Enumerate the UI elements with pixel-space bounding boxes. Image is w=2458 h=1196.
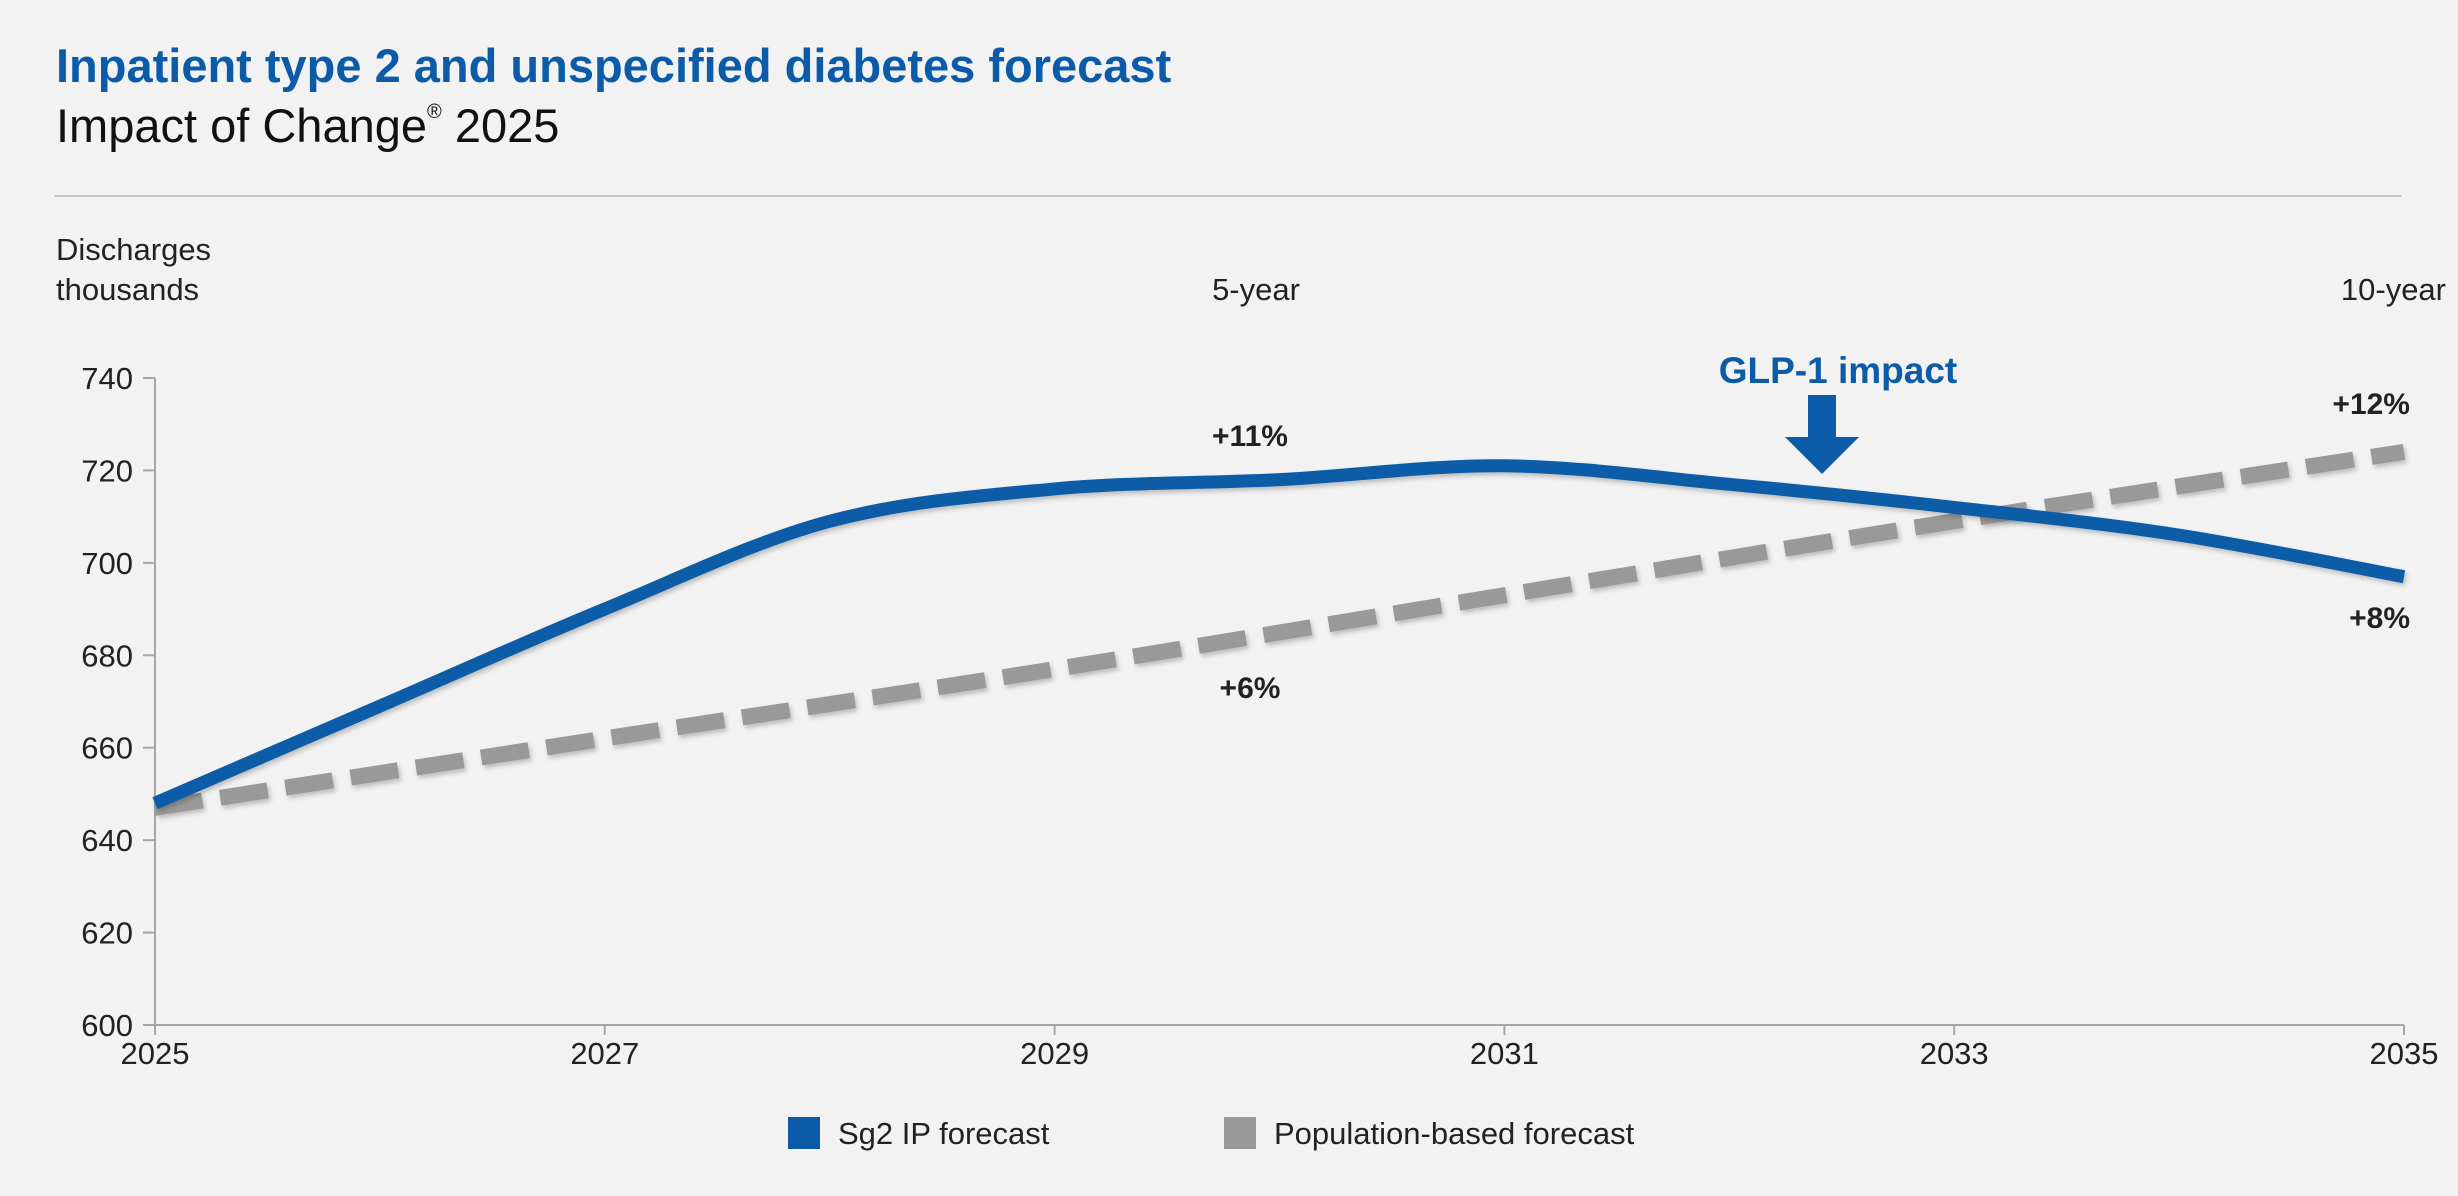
x-axis-ticks: 2025 2027 2029 2031 2033 2035	[121, 1025, 2439, 1071]
x-tick-label: 2031	[1470, 1036, 1539, 1071]
y-tick-label: 680	[81, 638, 133, 673]
y-tick-label: 720	[81, 453, 133, 488]
chart-title: Inpatient type 2 and unspecified diabete…	[56, 39, 1172, 92]
y-axis-title-line1: Discharges	[56, 232, 211, 267]
ten-year-label: 10-year	[2341, 272, 2446, 307]
x-tick-label: 2029	[1020, 1036, 1089, 1071]
legend-swatch-sg2	[788, 1117, 820, 1149]
chart-subtitle: Impact of Change® 2025	[56, 98, 559, 153]
x-tick-label: 2035	[2370, 1036, 2439, 1071]
x-tick-label: 2025	[121, 1036, 190, 1071]
legend-label-sg2: Sg2 IP forecast	[838, 1116, 1050, 1151]
population-forecast-line	[153, 444, 2406, 816]
pop-5yr-label: +6%	[1220, 672, 1281, 705]
five-year-label: 5-year	[1212, 272, 1300, 307]
y-tick-label: 660	[81, 731, 133, 766]
subtitle-text: Impact of Change	[56, 99, 427, 152]
sg2-10yr-label: +8%	[2349, 602, 2410, 635]
legend: Sg2 IP forecast Population-based forecas…	[788, 1116, 1635, 1151]
y-tick-label: 620	[81, 916, 133, 951]
y-axis-title-line2: thousands	[56, 272, 199, 307]
y-axis-ticks: 600 620 640 660 680 700 720 740	[81, 361, 155, 1043]
x-tick-label: 2027	[570, 1036, 639, 1071]
pop-10yr-label: +12%	[2332, 388, 2410, 421]
x-tick-label: 2033	[1920, 1036, 1989, 1071]
y-tick-label: 640	[81, 823, 133, 858]
y-tick-label: 700	[81, 546, 133, 581]
glp1-arrow-icon	[1785, 395, 1859, 474]
y-tick-label: 600	[81, 1008, 133, 1043]
legend-swatch-population	[1224, 1117, 1256, 1149]
registered-mark: ®	[427, 101, 442, 123]
sg2-forecast-line	[152, 459, 2406, 810]
legend-label-population: Population-based forecast	[1274, 1116, 1635, 1151]
glp1-impact-label: GLP-1 impact	[1719, 350, 1958, 391]
subtitle-year: 2025	[454, 99, 560, 152]
sg2-5yr-label: +11%	[1212, 420, 1288, 453]
header-divider	[54, 195, 2402, 197]
y-tick-label: 740	[81, 361, 133, 396]
